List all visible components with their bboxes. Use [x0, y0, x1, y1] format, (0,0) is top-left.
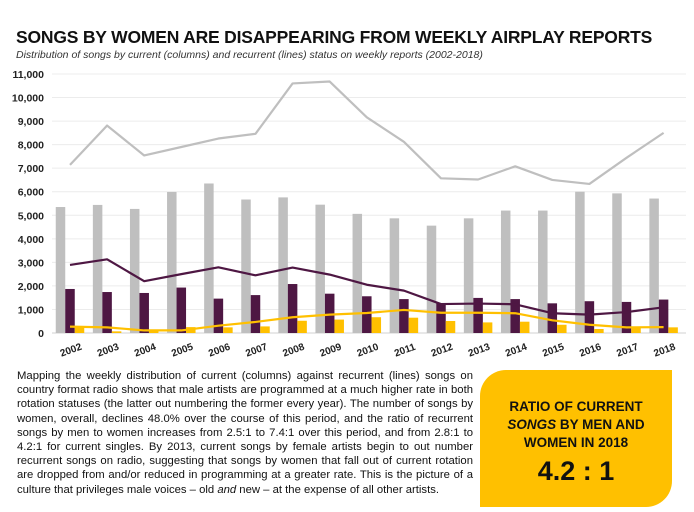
callout-title: RATIO OF CURRENT SONGS BY MEN AND WOMEN I… — [480, 398, 672, 452]
bar-yellow-2016 — [594, 328, 604, 333]
page-title: SONGS BY WOMEN ARE DISAPPEARING FROM WEE… — [16, 27, 653, 47]
bar-yellow-2002 — [74, 326, 85, 333]
bar-purple-2012 — [436, 303, 446, 333]
ratio-callout: RATIO OF CURRENT SONGS BY MEN AND WOMEN I… — [480, 370, 672, 507]
bar-purple-2003 — [102, 292, 112, 333]
y-tick-label: 9,000 — [18, 116, 44, 128]
bar-yellow-2011 — [408, 317, 419, 333]
description-emphasis: and — [217, 483, 237, 496]
bar-gray-2011 — [389, 218, 400, 333]
bar-purple-2011 — [399, 299, 409, 333]
callout-title-rest: BY MEN AND WOMEN IN 2018 — [523, 417, 645, 450]
y-tick-label: 10,000 — [12, 93, 44, 105]
callout-title-emphasis: SONGS — [507, 417, 557, 432]
bar-gray-2013 — [463, 218, 474, 333]
bar-gray-2004 — [129, 208, 140, 333]
description-paragraph: Mapping the weekly distribution of curre… — [17, 369, 473, 497]
x-tick-label: 2003 — [96, 342, 121, 360]
bar-purple-2018 — [658, 299, 669, 333]
bar-purple-2009 — [324, 293, 335, 333]
bar-purple-2016 — [584, 301, 595, 333]
x-tick-label: 2004 — [133, 342, 158, 360]
line-purple — [69, 258, 664, 316]
bar-purple-2002 — [65, 288, 75, 333]
y-tick-label: 6,000 — [18, 187, 44, 199]
y-tick-label: 5,000 — [18, 210, 44, 222]
x-tick-label: 2010 — [356, 342, 381, 360]
bar-gray-2003 — [92, 204, 103, 333]
description-text: Mapping the weekly distribution of curre… — [17, 370, 473, 496]
line-gray — [69, 80, 665, 186]
bar-purple-2005 — [176, 287, 187, 333]
bar-yellow-2013 — [482, 322, 493, 333]
bar-yellow-2007 — [260, 326, 270, 333]
y-tick-label: 0 — [38, 328, 44, 340]
x-tick-label: 2007 — [244, 342, 269, 360]
bar-yellow-2012 — [445, 320, 456, 333]
bar-gray-2012 — [426, 225, 437, 333]
bar-purple-2006 — [213, 298, 224, 333]
x-tick-label: 2009 — [319, 342, 344, 360]
x-tick-label: 2013 — [467, 342, 492, 360]
airplay-chart: 0 1,000 2,000 3,000 4,000 5,000 6,000 7,000 8,00… — [12, 69, 686, 360]
bar-yellow-2010 — [371, 317, 382, 333]
y-tick-label: 7,000 — [18, 163, 44, 175]
bar-gray-2006 — [204, 183, 214, 333]
x-tick-label: 2002 — [59, 342, 84, 360]
y-tick-label: 8,000 — [18, 140, 44, 152]
bar-purple-2008 — [287, 284, 298, 333]
x-tick-label: 2018 — [652, 342, 677, 360]
x-tick-label: 2016 — [578, 342, 603, 360]
x-tick-label: 2014 — [504, 342, 529, 360]
bar-yellow-2009 — [334, 319, 344, 333]
bar-yellow-2006 — [223, 327, 233, 333]
x-tick-label: 2006 — [207, 342, 232, 360]
y-tick-label: 11,000 — [12, 69, 44, 81]
bar-purple-2017 — [621, 301, 632, 333]
bar-gray-2007 — [241, 199, 251, 333]
bar-purple-2014 — [510, 299, 520, 333]
bar-yellow-2015 — [557, 324, 567, 333]
bar-gray-2002 — [55, 207, 66, 333]
bar-purple-2007 — [250, 295, 261, 333]
bar-purple-2013 — [473, 297, 483, 333]
page-subtitle: Distribution of songs by current (column… — [16, 49, 483, 61]
x-tick-label: 2017 — [615, 342, 640, 360]
callout-title-line: RATIO OF CURRENT — [509, 399, 643, 414]
bar-yellow-2008 — [297, 320, 307, 333]
y-tick-label: 2,000 — [18, 281, 44, 293]
bar-gray-2018 — [649, 198, 659, 333]
y-tick-label: 4,000 — [18, 234, 44, 246]
bar-yellow-2014 — [519, 321, 530, 333]
x-tick-label: 2012 — [430, 342, 455, 360]
bar-gray-2008 — [278, 197, 288, 333]
bar-gray-2016 — [575, 191, 585, 333]
bar-yellow-2018 — [668, 327, 678, 333]
bar-gray-2005 — [167, 191, 177, 333]
bar-gray-2010 — [352, 213, 363, 333]
description-text-end: new – at the expense of all other artist… — [236, 483, 440, 496]
bar-gray-2017 — [612, 193, 622, 333]
x-tick-label: 2015 — [541, 342, 566, 360]
bar-gray-2015 — [538, 210, 548, 333]
x-tick-label: 2011 — [393, 342, 418, 360]
bar-gray-2009 — [315, 204, 325, 333]
bar-yellow-2017 — [631, 327, 641, 333]
y-tick-label: 1,000 — [18, 304, 44, 316]
bar-purple-2015 — [547, 303, 558, 333]
x-tick-label: 2008 — [281, 342, 306, 360]
bar-yellow-2003 — [111, 331, 122, 333]
bar-gray-2014 — [500, 210, 511, 333]
x-tick-label: 2005 — [170, 342, 195, 360]
callout-value: 4.2 : 1 — [537, 456, 615, 486]
line-yellow — [69, 308, 664, 332]
bar-purple-2004 — [139, 292, 149, 333]
y-tick-label: 3,000 — [18, 257, 44, 269]
bar-purple-2010 — [362, 296, 372, 333]
